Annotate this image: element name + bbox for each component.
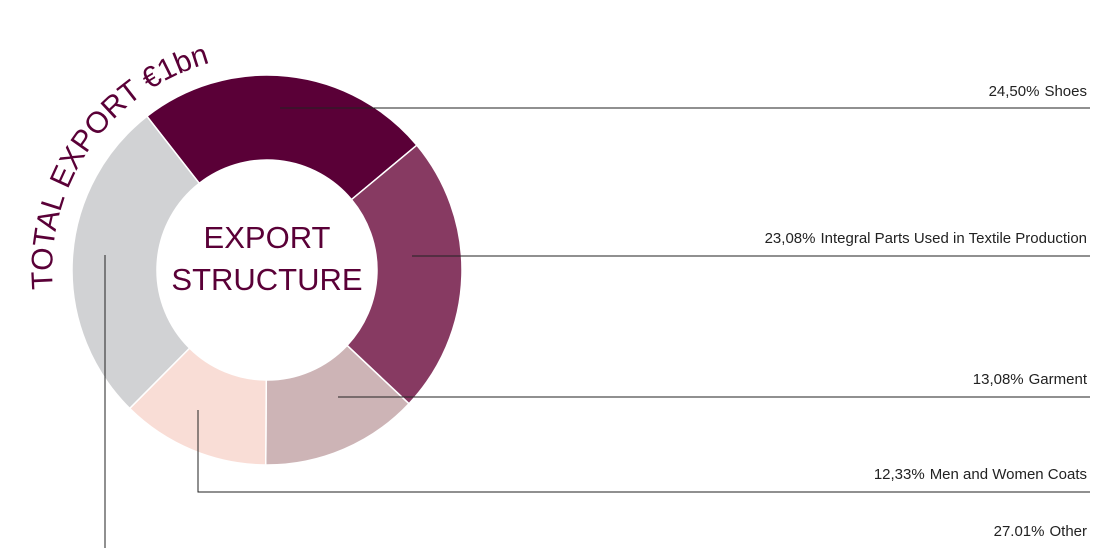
- center-label: EXPORT: [204, 220, 331, 255]
- slice-value-label: 12,33%: [874, 466, 925, 483]
- slice-label: 13,08% Garment: [973, 371, 1088, 388]
- slice-category: Shoes: [1044, 83, 1087, 100]
- wedge: [346, 144, 463, 405]
- center-label: STRUCTURE: [171, 262, 362, 297]
- slice-label: 23,08% Integral Parts Used in Textile Pro…: [765, 230, 1087, 247]
- leaders: [104, 107, 1090, 548]
- slice-value-label: 24,50%: [989, 83, 1040, 100]
- slice-category: Garment: [1029, 371, 1088, 388]
- slice-category: Integral Parts Used in Textile Productio…: [820, 230, 1087, 247]
- wedge: [145, 74, 418, 201]
- slice-label: 24,50% Shoes: [989, 83, 1087, 100]
- slice-category: Men and Women Coats: [930, 466, 1087, 483]
- labels: 24,50% Shoes 23,08% Integral Parts Used in …: [765, 83, 1088, 540]
- donut: [71, 74, 463, 466]
- slice-value-label: 27.01%: [994, 523, 1045, 540]
- slice-label: 27.01% Other: [994, 523, 1087, 540]
- slice-value-label: 13,08%: [973, 371, 1024, 388]
- slice-label: 12,33% Men and Women Coats: [874, 466, 1087, 483]
- slice-category: Other: [1049, 523, 1087, 540]
- leader-line: [197, 410, 1090, 493]
- slice-value-label: 23,08%: [765, 230, 816, 247]
- wedge: [71, 115, 201, 410]
